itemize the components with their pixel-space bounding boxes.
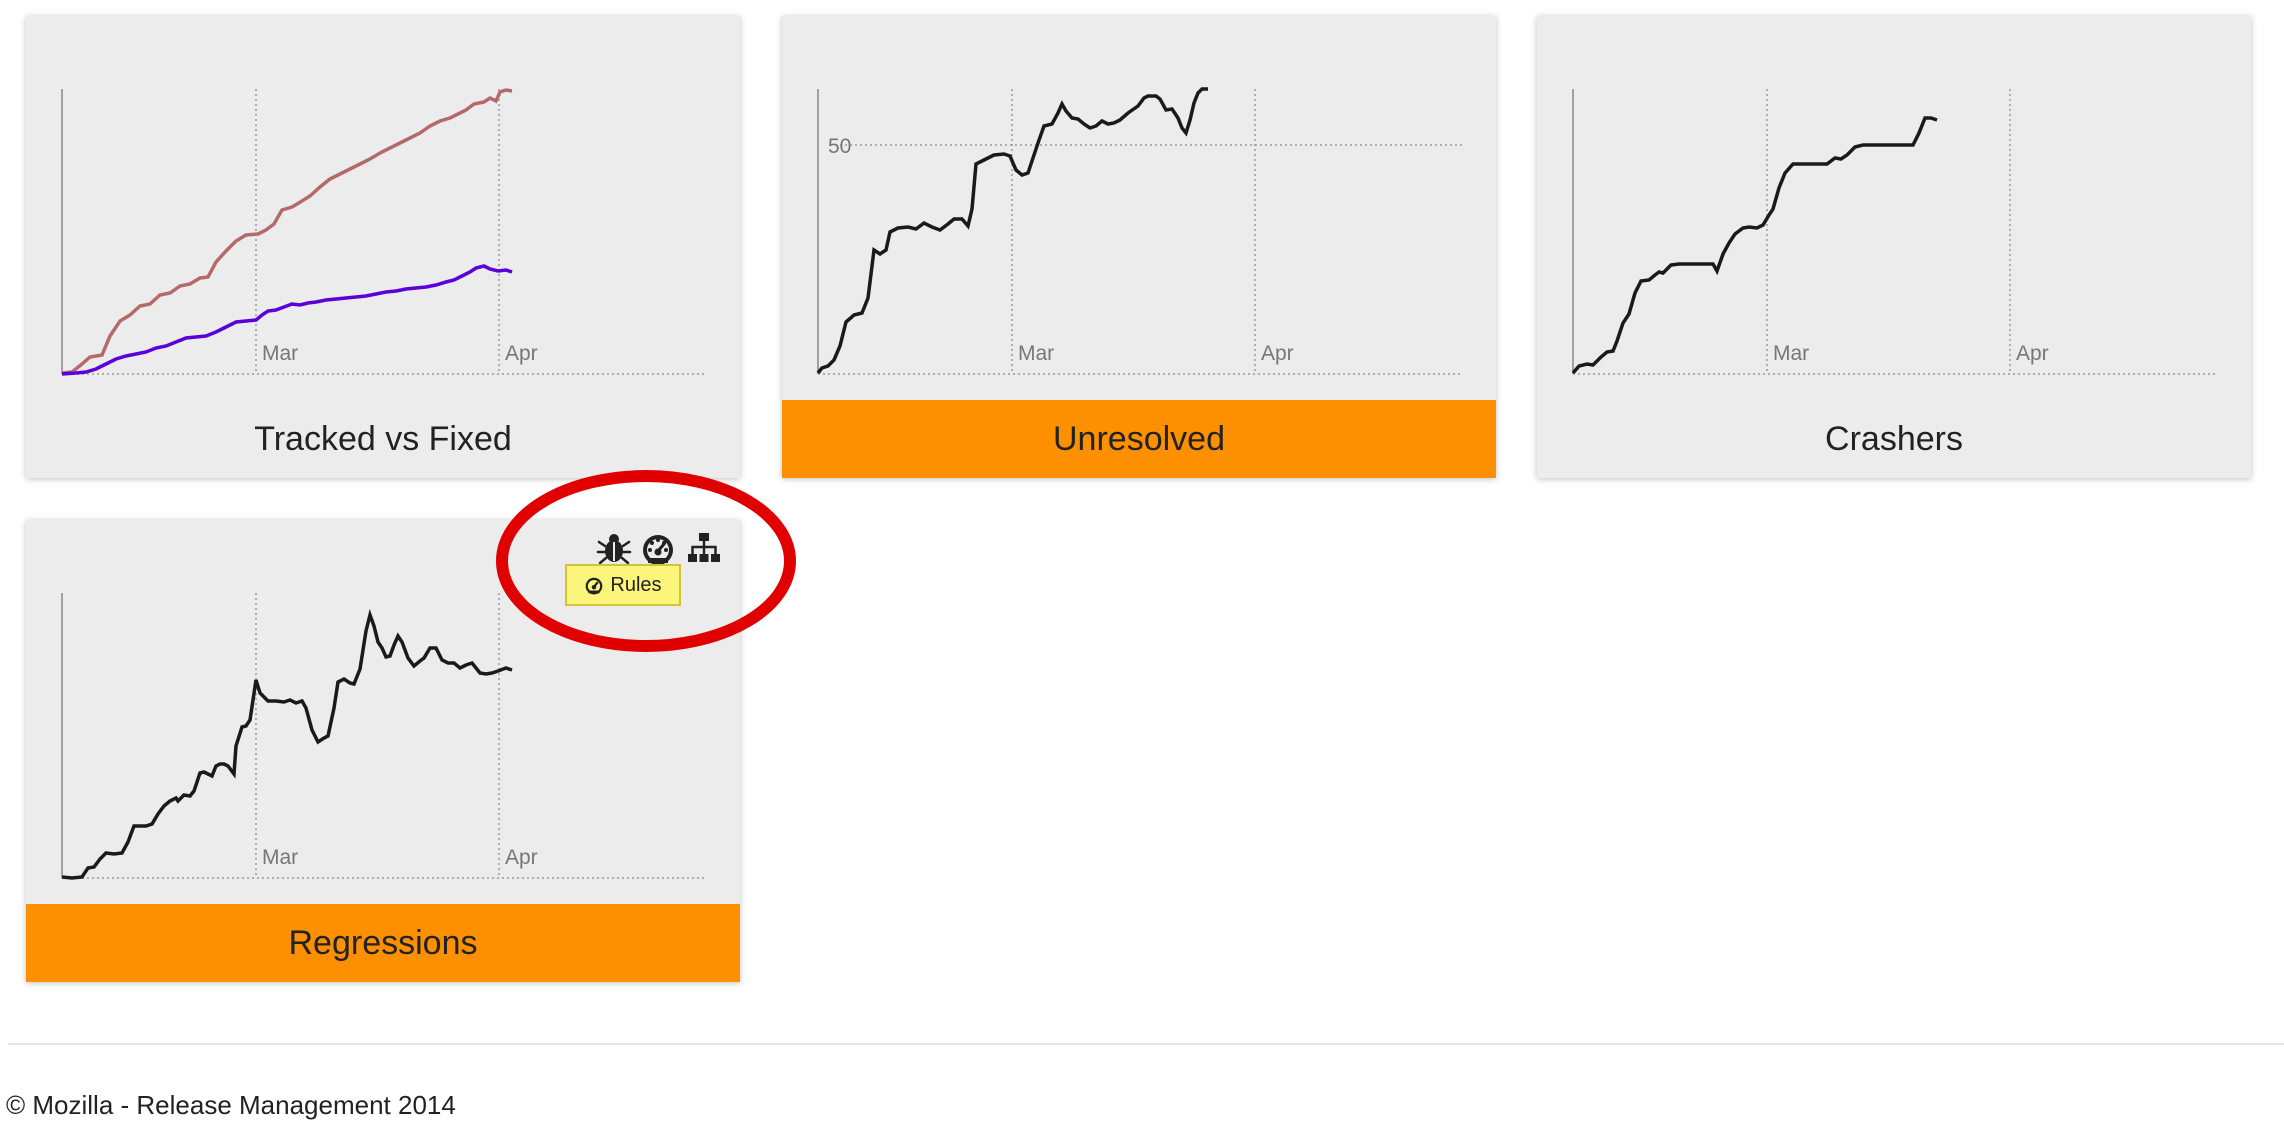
card-title-unresolved: Unresolved (782, 400, 1496, 478)
unresolved-series-line (816, 87, 1208, 375)
card-title-crashers: Crashers (1825, 419, 1963, 458)
chart-card-regressions[interactable]: Mar Apr (26, 520, 740, 982)
fixed-series-line (61, 264, 513, 376)
footer-copyright: © Mozilla - Release Management 2014 (6, 1090, 456, 1120)
tracked-series-line (61, 88, 513, 375)
dashboard-icon (584, 575, 604, 595)
bug-icon[interactable] (596, 530, 632, 566)
regressions-series-line (61, 609, 513, 880)
month-label-apr: Apr (1261, 342, 1294, 365)
month-label-mar: Mar (262, 342, 298, 365)
month-label-mar: Mar (262, 846, 298, 869)
card-title-tracked-vs-fixed: Tracked vs Fixed (254, 419, 512, 458)
tooltip-label: Rules (610, 573, 662, 596)
tracked-vs-fixed-chart: Mar Apr (61, 88, 706, 376)
month-label-apr: Apr (2016, 342, 2049, 365)
rules-tooltip: Rules (565, 564, 681, 606)
unresolved-chart: 50 Mar Apr (816, 87, 1462, 375)
chart-card-unresolved[interactable]: 50 Mar Apr Unresolved (782, 16, 1496, 478)
footer-divider (8, 1043, 2284, 1045)
dashboard-icon[interactable] (640, 530, 676, 566)
crashers-series-line (1571, 116, 1938, 375)
crashers-chart: Mar Apr (1571, 89, 2217, 375)
y-tick-50: 50 (828, 135, 851, 158)
regressions-chart: Mar Apr (61, 593, 706, 880)
month-label-mar: Mar (1018, 342, 1054, 365)
card-title-regressions: Regressions (26, 904, 740, 982)
sitemap-icon[interactable] (686, 530, 722, 566)
chart-card-crashers[interactable]: Mar Apr Crashers (1537, 16, 2251, 478)
month-label-apr: Apr (505, 342, 538, 365)
month-label-apr: Apr (505, 846, 538, 869)
chart-card-tracked-vs-fixed[interactable]: Mar Apr Tracked vs Fixed (26, 16, 740, 478)
month-label-mar: Mar (1773, 342, 1809, 365)
